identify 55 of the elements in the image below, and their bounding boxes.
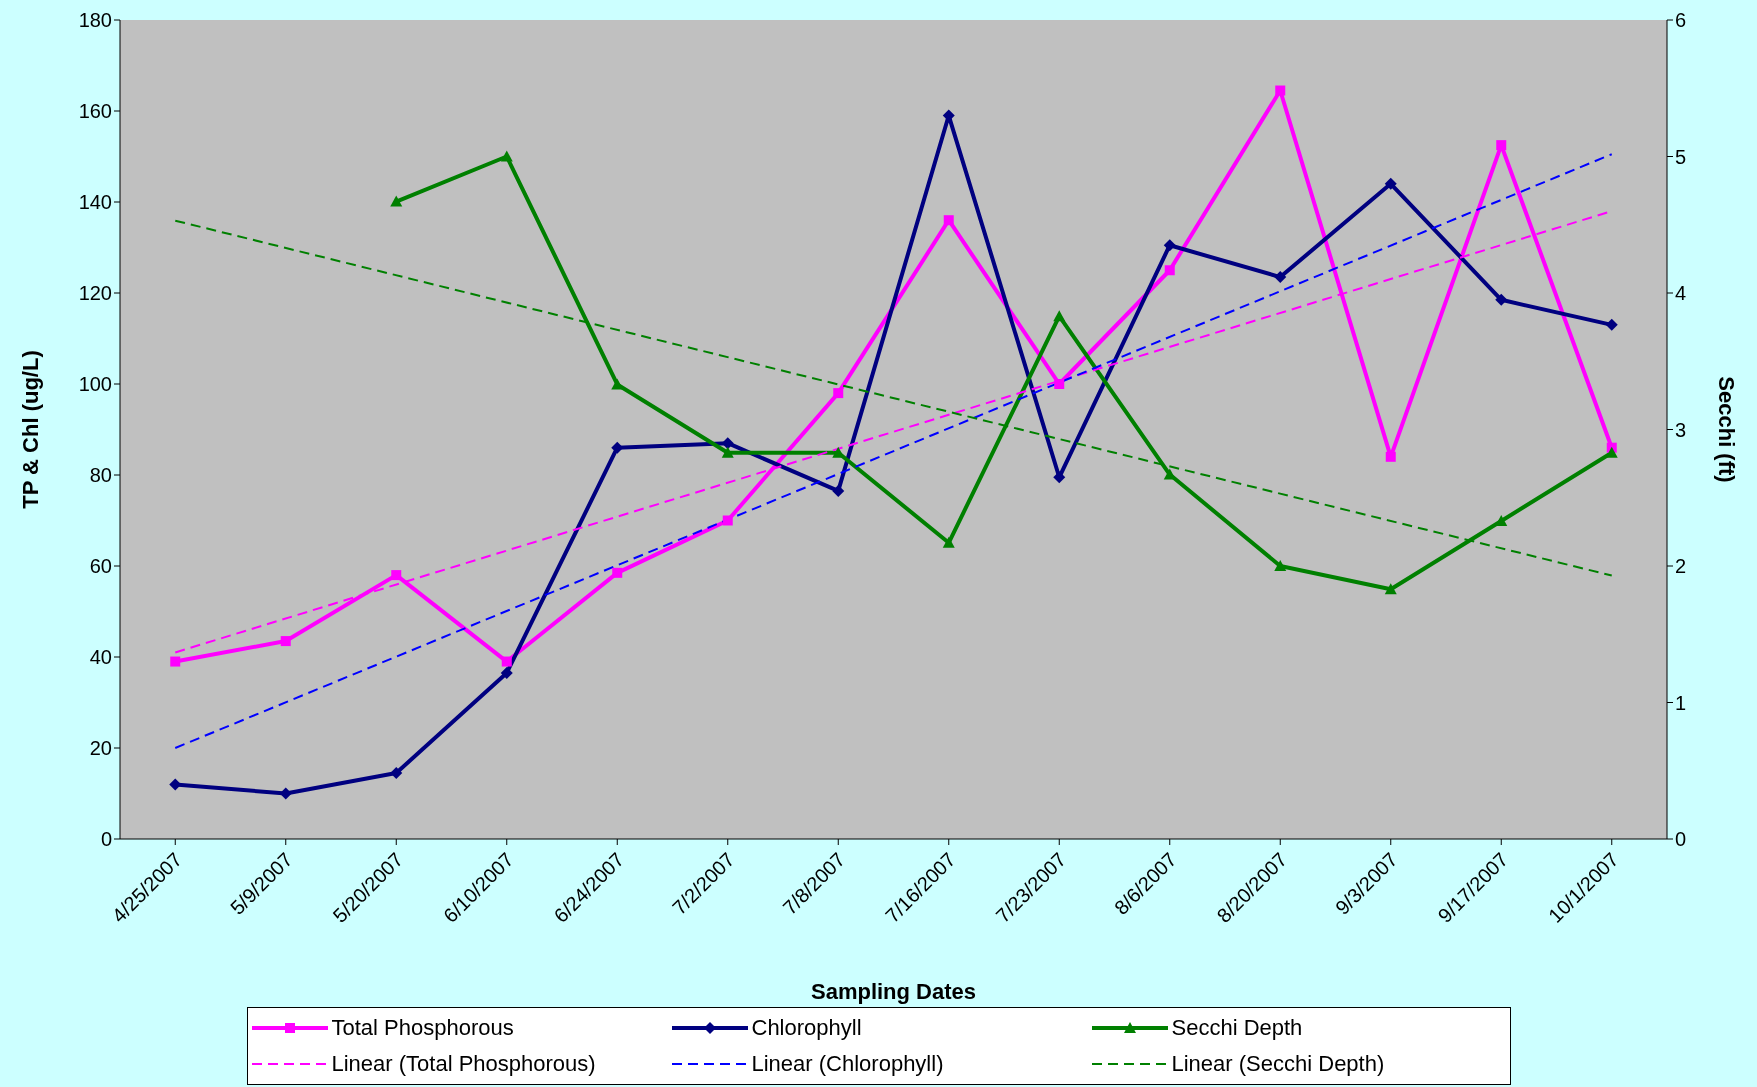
point: [501, 656, 512, 667]
point: [833, 388, 844, 399]
point: [1053, 310, 1066, 322]
point: [1054, 379, 1065, 389]
point: [722, 515, 733, 526]
point: [280, 636, 291, 647]
y-tick-label: 20: [89, 737, 112, 760]
point: [391, 570, 402, 581]
point: [1384, 583, 1397, 595]
point: [1274, 271, 1287, 284]
point: [500, 666, 513, 679]
y-tick-label: 120: [78, 282, 112, 305]
y-tick-label: 160: [78, 100, 112, 123]
point: [1164, 265, 1175, 276]
y-axis-title: TP & Chl (ug/L): [17, 350, 43, 509]
legend-label: Linear (Total Phosphorous): [331, 1051, 596, 1077]
point: [1053, 471, 1066, 484]
point: [1274, 560, 1287, 571]
point: [942, 536, 955, 548]
point: [1495, 293, 1508, 306]
point: [1163, 239, 1176, 252]
point: [1385, 451, 1396, 462]
y2-tick-label: 4: [1675, 282, 1687, 305]
point: [390, 767, 403, 780]
point: [170, 656, 181, 667]
point: [1605, 318, 1618, 331]
legend-label: Total Phosphorous: [331, 1015, 514, 1041]
y2-tick-label: 3: [1675, 418, 1687, 441]
y-tick-label: 180: [78, 9, 112, 32]
legend-label: Chlorophyll: [751, 1015, 862, 1041]
y2-tick-label: 6: [1675, 9, 1687, 32]
legend-label: Linear (Chlorophyll): [751, 1051, 944, 1077]
y2-axis-title: Secchi (ft): [1714, 376, 1740, 483]
y-tick-label: 140: [78, 191, 112, 214]
y2-tick-label: 5: [1675, 145, 1687, 168]
legend-label: Secchi Depth: [1171, 1015, 1303, 1041]
y-tick-label: 80: [89, 464, 112, 487]
point: [832, 484, 845, 497]
y2-tick-label: 1: [1675, 691, 1687, 714]
y2-tick-label: 2: [1675, 555, 1687, 578]
y-tick-label: 60: [89, 555, 112, 578]
y-tick-label: 100: [78, 373, 112, 396]
point: [943, 215, 954, 226]
point: [500, 150, 513, 162]
x-axis-title: Sampling Dates: [810, 979, 977, 1004]
y2-tick-label: 0: [1675, 828, 1687, 851]
point: [721, 446, 734, 458]
point: [1496, 140, 1507, 151]
point: [390, 195, 403, 207]
legend-label: Linear (Secchi Depth): [1171, 1051, 1385, 1077]
y-tick-label: 40: [89, 646, 112, 669]
point: [1275, 85, 1286, 96]
y-tick-label: 0: [100, 828, 112, 851]
point: [612, 567, 623, 578]
point: [1384, 177, 1397, 190]
